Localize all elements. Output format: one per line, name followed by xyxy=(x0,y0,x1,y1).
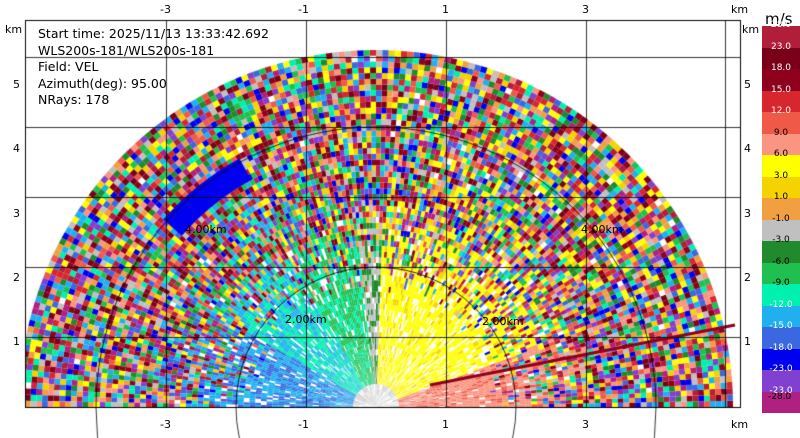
y-tick-right: 4 xyxy=(744,142,751,155)
colorbar-label: -12.0 xyxy=(769,299,793,310)
colorbar-label: 1.0 xyxy=(773,192,789,202)
scan-info-panel: Start time: 2025/11/13 13:33:42.692 WLS2… xyxy=(38,26,269,109)
colorbar-label: -9.0 xyxy=(772,278,790,288)
y-unit-right: km xyxy=(742,23,760,36)
x-tick-top: -3 xyxy=(160,3,171,16)
colorbar-label: 28.0 xyxy=(770,20,792,30)
range-ring-label: 4.00km xyxy=(185,223,227,236)
colorbar-swatch: -6.0 xyxy=(762,257,800,284)
x-tick-bottom: 3 xyxy=(582,418,589,431)
x-tick-top: 3 xyxy=(582,3,589,16)
colorbar-unit-title: m/s xyxy=(765,10,793,28)
colorbar-label: -6.0 xyxy=(772,256,790,267)
velocity-colorbar: 28.0 23.0 18.0 15.0 12.0 9.0 6.0 3.0 1.0 -1.0 -3.0… xyxy=(762,20,800,413)
colorbar-swatch: -18.0 xyxy=(762,343,800,370)
x-unit-top: km xyxy=(731,3,749,16)
range-ring-label: 4.00km xyxy=(581,223,623,236)
colorbar-label: 18.0 xyxy=(770,63,792,73)
y-tick-left: 3 xyxy=(13,207,20,220)
colorbar-label: -23.0 xyxy=(769,364,793,374)
nrays-text: NRays: 178 xyxy=(38,92,110,107)
colorbar-swatch: 3.0 xyxy=(762,171,800,198)
colorbar-label: -23.0 xyxy=(769,385,793,396)
y-tick-left: 2 xyxy=(13,271,20,284)
colorbar-swatch: 18.0 xyxy=(762,63,800,91)
x-tick-bottom: -1 xyxy=(298,418,309,431)
colorbar-swatch: -23.0 xyxy=(762,386,800,413)
colorbar-label: -18.0 xyxy=(769,342,793,353)
y-unit-left: km xyxy=(5,23,23,36)
y-tick-right: 1 xyxy=(744,335,751,348)
colorbar-swatch: 6.0 xyxy=(762,149,800,177)
colorbar-swatch: 28.0 xyxy=(762,20,800,48)
y-tick-right: 2 xyxy=(744,271,751,284)
colorbar-label: -28.0 xyxy=(768,392,792,402)
x-tick-bottom: 1 xyxy=(442,418,449,431)
colorbar-label: 9.0 xyxy=(773,127,789,138)
colorbar-label: 6.0 xyxy=(773,149,789,159)
colorbar-swatch: -1.0 xyxy=(762,214,800,241)
colorbar-swatch: -15.0 xyxy=(762,321,800,349)
colorbar-label: -1.0 xyxy=(772,213,790,224)
y-tick-left: 4 xyxy=(13,142,20,155)
instrument-text: WLS200s-181/WLS200s-181 xyxy=(38,42,215,58)
y-tick-left: 1 xyxy=(13,335,20,348)
field-text: Field: VEL xyxy=(38,59,99,74)
start-time-text: Start time: 2025/11/13 13:33:42.692 xyxy=(38,26,269,41)
colorbar-swatch: -9.0 xyxy=(762,278,800,306)
colorbar-label: -15.0 xyxy=(769,321,793,331)
colorbar-swatch: -12.0 xyxy=(762,300,800,327)
y-tick-right: 3 xyxy=(744,207,751,220)
colorbar-label: 3.0 xyxy=(773,170,789,181)
colorbar-label: 23.0 xyxy=(770,41,792,52)
colorbar-label: -3.0 xyxy=(772,235,790,245)
x-tick-bottom: -3 xyxy=(160,418,171,431)
x-unit-bottom: km xyxy=(731,418,749,431)
colorbar-swatch: -23.0 xyxy=(762,364,800,392)
azimuth-text: Azimuth(deg): 95.00 xyxy=(38,75,167,91)
colorbar-swatch: 23.0 xyxy=(762,42,800,69)
colorbar-swatch: 1.0 xyxy=(762,192,800,220)
range-ring-label: 2.00km xyxy=(482,315,524,328)
colorbar-swatch: -3.0 xyxy=(762,235,800,263)
range-ring-label: 2.00km xyxy=(285,313,327,326)
colorbar-swatch: 12.0 xyxy=(762,106,800,134)
colorbar-label: 15.0 xyxy=(770,84,792,95)
x-tick-top: -1 xyxy=(298,3,309,16)
colorbar-swatch: 9.0 xyxy=(762,128,800,155)
colorbar-label: 12.0 xyxy=(770,106,792,116)
x-tick-top: 1 xyxy=(442,3,449,16)
colorbar-swatch: 15.0 xyxy=(762,85,800,112)
y-tick-left: 5 xyxy=(13,78,20,91)
y-tick-right: 5 xyxy=(744,78,751,91)
